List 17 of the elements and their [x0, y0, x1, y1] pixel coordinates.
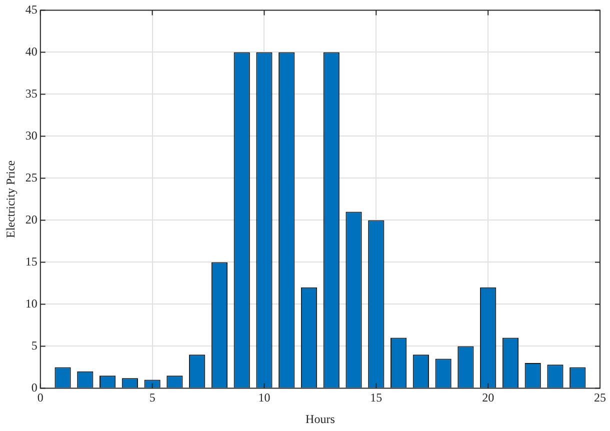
y-tick-label: 0: [31, 380, 38, 394]
y-tick-label: 30: [25, 128, 38, 142]
y-axis-title: Electricity Price: [3, 160, 18, 238]
x-tick-label: 5: [149, 390, 156, 405]
y-tick-label: 25: [25, 170, 38, 184]
x-axis-title: Hours: [306, 412, 336, 426]
y-tick-label: 35: [25, 86, 38, 100]
y-tick-label: 10: [25, 296, 38, 310]
x-tick-label: 10: [258, 390, 270, 405]
x-tick-label: 20: [482, 390, 494, 405]
y-tick-label: 40: [25, 44, 38, 58]
y-tick-label: 15: [25, 254, 38, 268]
y-tick-label: 20: [25, 212, 38, 226]
y-tick-label: 5: [31, 338, 38, 352]
x-tick-label: 15: [370, 390, 382, 405]
y-tick-label: 45: [25, 2, 38, 16]
x-tick-label: 25: [594, 390, 606, 405]
